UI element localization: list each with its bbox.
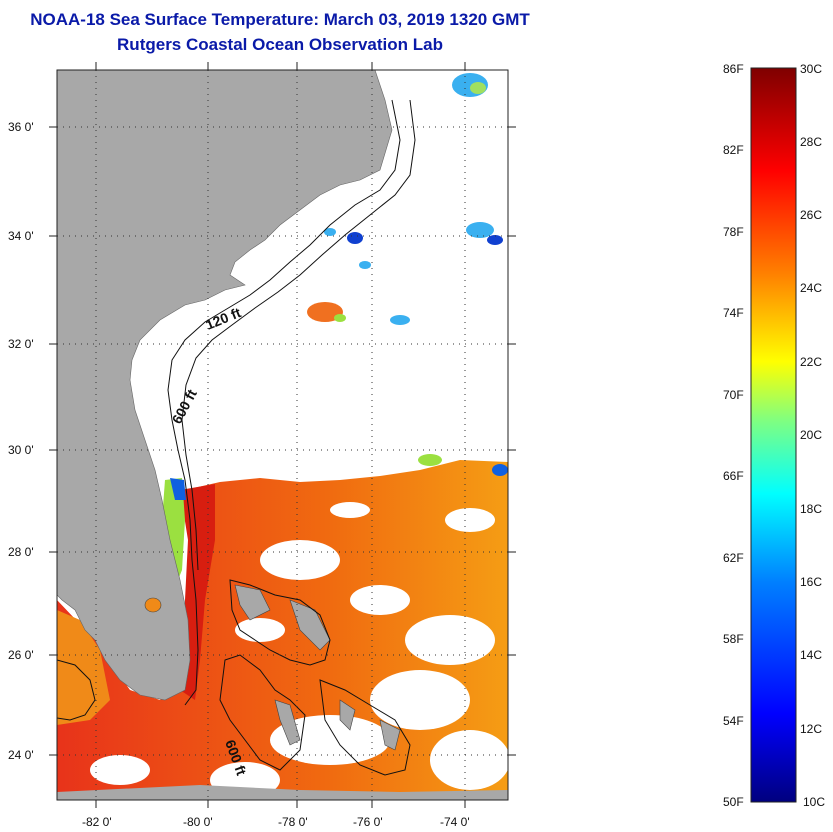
lat-label-24: 24 0' — [8, 748, 34, 762]
axis-ticks — [49, 62, 516, 808]
lon-label-74: -74 0' — [440, 815, 470, 829]
sst-gulf-water — [57, 610, 110, 725]
cb-f-86: 86F — [723, 62, 744, 76]
lat-label-34: 34 0' — [8, 229, 34, 243]
land-bahamas — [234, 584, 401, 751]
lon-label-78: -78 0' — [278, 815, 308, 829]
cb-c-18: 18C — [800, 502, 823, 516]
cloud-patches — [90, 502, 508, 798]
cb-f-66: 66F — [723, 469, 744, 483]
cb-f-62: 62F — [723, 551, 744, 565]
cb-f-50: 50F — [723, 795, 744, 809]
cb-c-24: 24C — [800, 281, 823, 295]
land-mainland — [57, 70, 393, 701]
cb-c-14: 14C — [800, 648, 823, 662]
cb-f-78: 78F — [723, 225, 744, 239]
cb-c-20: 20C — [800, 428, 823, 442]
cb-c-30: 30C — [800, 62, 823, 76]
lat-label-32: 32 0' — [8, 337, 34, 351]
cb-f-58: 58F — [723, 632, 744, 646]
lat-label-30: 30 0' — [8, 443, 34, 457]
colorbar — [750, 67, 797, 803]
lat-label-26: 26 0' — [8, 648, 34, 662]
sst-cold-coastal — [170, 478, 186, 500]
bathymetry-contours — [57, 99, 416, 776]
lon-label-80: -80 0' — [183, 815, 213, 829]
cb-f-74: 74F — [723, 306, 744, 320]
cb-c-26: 26C — [800, 208, 823, 222]
lat-label-28: 28 0' — [8, 545, 34, 559]
colorbar-gradient — [750, 67, 797, 803]
land-cuba — [57, 785, 508, 800]
lon-label-76: -76 0' — [353, 815, 383, 829]
lake-okeechobee — [144, 597, 162, 613]
cb-f-70: 70F — [723, 388, 744, 402]
cb-c-16: 16C — [800, 575, 823, 589]
map-title: NOAA-18 Sea Surface Temperature: March 0… — [30, 10, 530, 29]
lon-label-82: -82 0' — [82, 815, 112, 829]
lat-label-36: 36 0' — [8, 120, 34, 134]
cb-c-22: 22C — [800, 355, 823, 369]
cb-c-10: 10C — [803, 795, 826, 809]
cb-c-12: 12C — [800, 722, 823, 736]
cb-f-82: 82F — [723, 143, 744, 157]
cb-c-28: 28C — [800, 135, 823, 149]
sst-northern-patches — [307, 73, 508, 476]
cb-f-54: 54F — [723, 714, 744, 728]
map-subtitle: Rutgers Coastal Ocean Observation Lab — [117, 35, 443, 54]
